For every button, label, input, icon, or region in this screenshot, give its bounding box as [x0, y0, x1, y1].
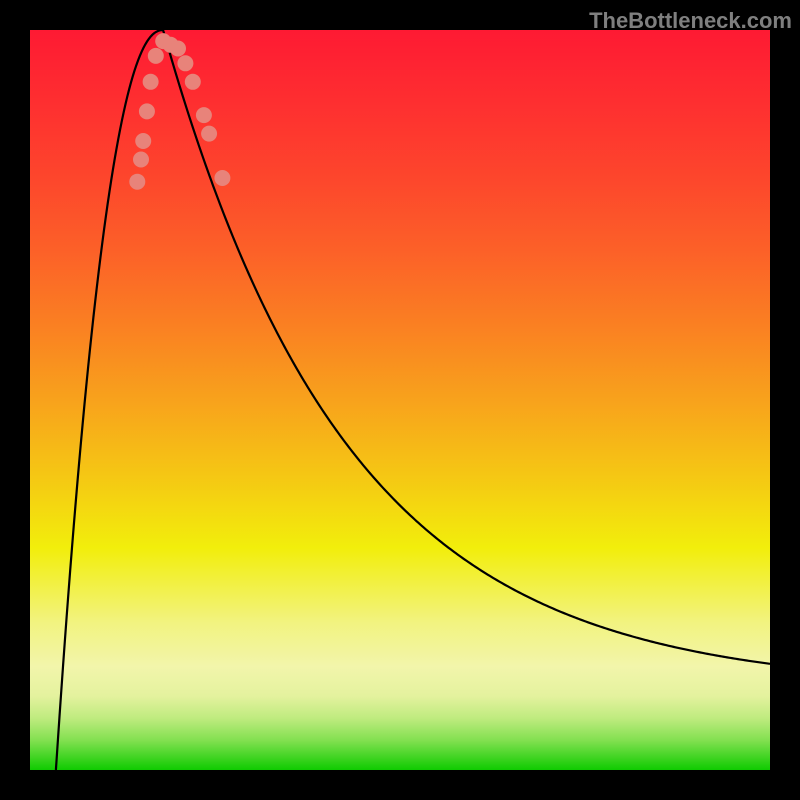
data-marker [133, 152, 149, 168]
data-marker [170, 41, 186, 57]
data-marker [214, 170, 230, 186]
plot-area [30, 30, 770, 770]
chart-frame: TheBottleneck.com [0, 0, 800, 800]
watermark-text: TheBottleneck.com [589, 8, 792, 34]
data-marker [135, 133, 151, 149]
data-marker [148, 48, 164, 64]
data-marker [196, 107, 212, 123]
data-marker [143, 74, 159, 90]
data-marker [177, 55, 193, 71]
data-marker [201, 126, 217, 142]
data-marker [129, 174, 145, 190]
data-marker [185, 74, 201, 90]
chart-svg [30, 30, 770, 770]
data-marker [139, 103, 155, 119]
